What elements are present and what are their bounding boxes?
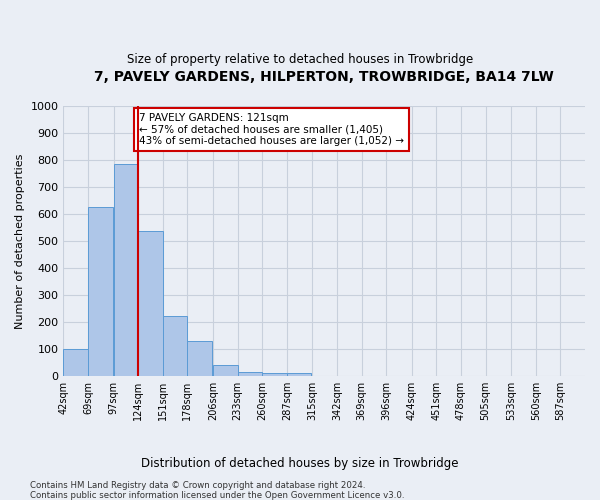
Bar — [238, 372, 262, 376]
Bar — [213, 365, 238, 376]
Bar — [88, 207, 113, 376]
Bar — [262, 373, 287, 376]
Y-axis label: Number of detached properties: Number of detached properties — [15, 153, 25, 328]
Bar — [113, 164, 138, 376]
Text: Contains public sector information licensed under the Open Government Licence v3: Contains public sector information licen… — [30, 491, 404, 500]
Bar — [287, 373, 311, 376]
Bar — [163, 316, 187, 376]
Bar — [187, 340, 212, 376]
Text: Size of property relative to detached houses in Trowbridge: Size of property relative to detached ho… — [127, 52, 473, 66]
Text: 7 PAVELY GARDENS: 121sqm
← 57% of detached houses are smaller (1,405)
43% of sem: 7 PAVELY GARDENS: 121sqm ← 57% of detach… — [139, 112, 404, 146]
Text: Distribution of detached houses by size in Trowbridge: Distribution of detached houses by size … — [141, 458, 459, 470]
Bar — [138, 232, 163, 376]
Title: 7, PAVELY GARDENS, HILPERTON, TROWBRIDGE, BA14 7LW: 7, PAVELY GARDENS, HILPERTON, TROWBRIDGE… — [94, 70, 554, 84]
Text: Contains HM Land Registry data © Crown copyright and database right 2024.: Contains HM Land Registry data © Crown c… — [30, 481, 365, 490]
Bar — [64, 349, 88, 376]
